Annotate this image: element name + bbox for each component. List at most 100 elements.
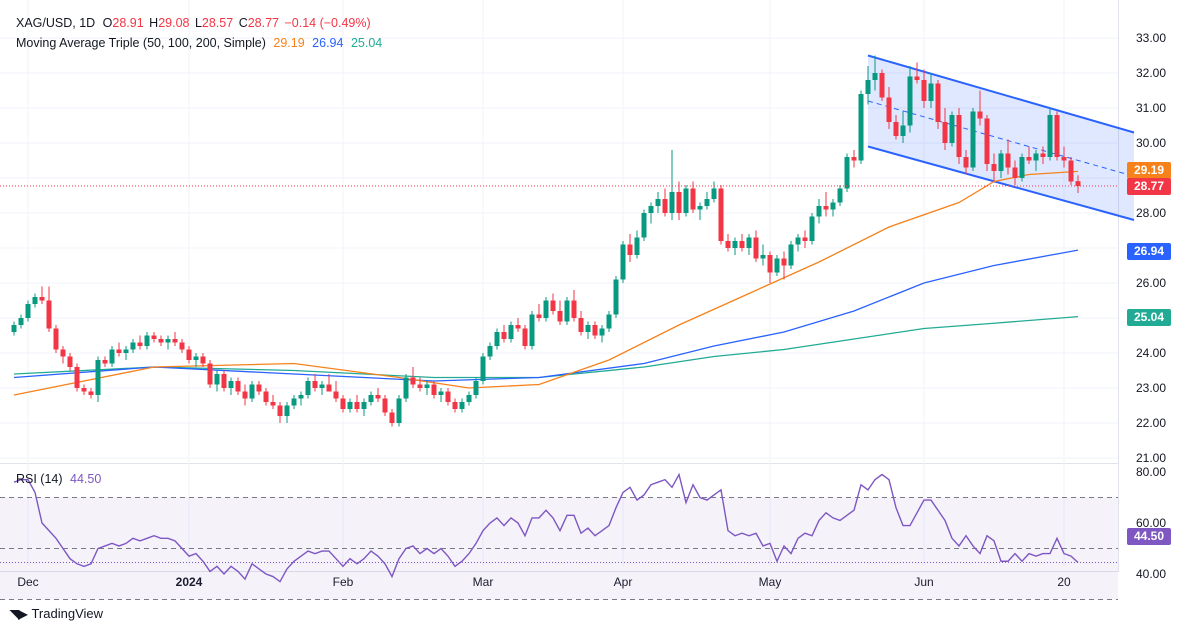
tradingview-branding[interactable]: ◥▶ TradingView [10,606,103,621]
candle [116,342,122,357]
candle-body [522,328,528,346]
candle [242,384,248,406]
candle [18,314,24,329]
candle-body [165,339,171,343]
candle [676,181,682,220]
candle-body [984,118,990,164]
candle [340,395,346,413]
candle-body [116,349,122,353]
candle [305,377,311,399]
candle [109,346,115,367]
open-label: O [102,16,113,30]
candle [1033,150,1039,171]
candle-body [74,367,80,388]
price-tick-label: 22.00 [1136,416,1166,430]
candle-body [970,111,976,168]
candle [235,377,241,395]
candle [1026,146,1032,164]
candle-body [571,300,577,318]
ma200-line [13,315,1079,379]
candle [809,213,815,245]
candle [760,244,766,266]
price-tick-label: 33.00 [1136,31,1166,45]
candle-body [774,258,780,273]
candle [739,234,745,252]
candle-body [396,398,402,423]
candle-body [1026,157,1032,161]
candle-body [144,335,150,346]
candle-body [473,381,479,395]
candle-body [417,384,423,388]
candle [949,111,955,147]
candle-body [823,206,829,210]
candle-body [25,304,31,318]
candle [438,388,444,402]
candle-body [305,381,311,395]
candle [81,384,87,395]
candle [571,290,577,322]
candle [368,391,374,406]
candle-body [375,395,381,399]
candle [396,395,402,427]
rsi-header: RSI (14) 44.50 [16,472,105,486]
candle [480,353,486,385]
candle [830,199,836,217]
candle-body [739,241,745,248]
candle-body [158,339,164,343]
candle-body [830,202,836,210]
candle [641,209,647,241]
candle-body [53,328,59,350]
candle-body [95,360,101,395]
candle-body [914,76,920,80]
candle-body [585,325,591,332]
price-tick-label: 23.00 [1136,381,1166,395]
candle [130,339,136,353]
candle-body [837,188,843,203]
candle [375,388,381,402]
candle-body [186,349,192,360]
candle [956,108,962,164]
candle [648,202,654,224]
time-tick-label: Mar [473,575,494,589]
candle [886,87,892,129]
candle-body [263,391,269,402]
price-tick-label: 31.00 [1136,101,1166,115]
candle-body [333,391,339,399]
candle [445,388,451,406]
candle [900,111,906,143]
candle [683,185,689,217]
ma50-value: 29.19 [273,36,305,50]
candle [984,115,990,171]
candle-body [536,314,542,318]
candle-body [809,216,815,241]
candle-body [193,356,199,360]
candle [963,150,969,175]
candle-body [781,258,787,266]
candle-body [844,157,850,189]
time-tick-label: Dec [17,575,38,589]
candle-body [683,188,689,213]
candle [508,321,514,343]
candle-body [655,199,661,206]
candle-body [46,300,52,329]
candle-body [480,356,486,381]
candle [914,62,920,84]
candle [466,391,472,406]
candle [802,230,808,248]
candle [487,342,493,360]
candle [32,293,38,308]
low-label: L [194,16,202,30]
candle-body [452,402,458,409]
candle [291,395,297,409]
price-tick-label: 21.00 [1136,451,1166,465]
candle [865,66,871,105]
candle [690,181,696,213]
candle-body [249,384,255,399]
candle [193,353,199,367]
candle-body [704,199,710,206]
candle-body [928,83,934,101]
candle [172,332,178,346]
candle-body [347,402,353,409]
candle-body [529,314,535,346]
